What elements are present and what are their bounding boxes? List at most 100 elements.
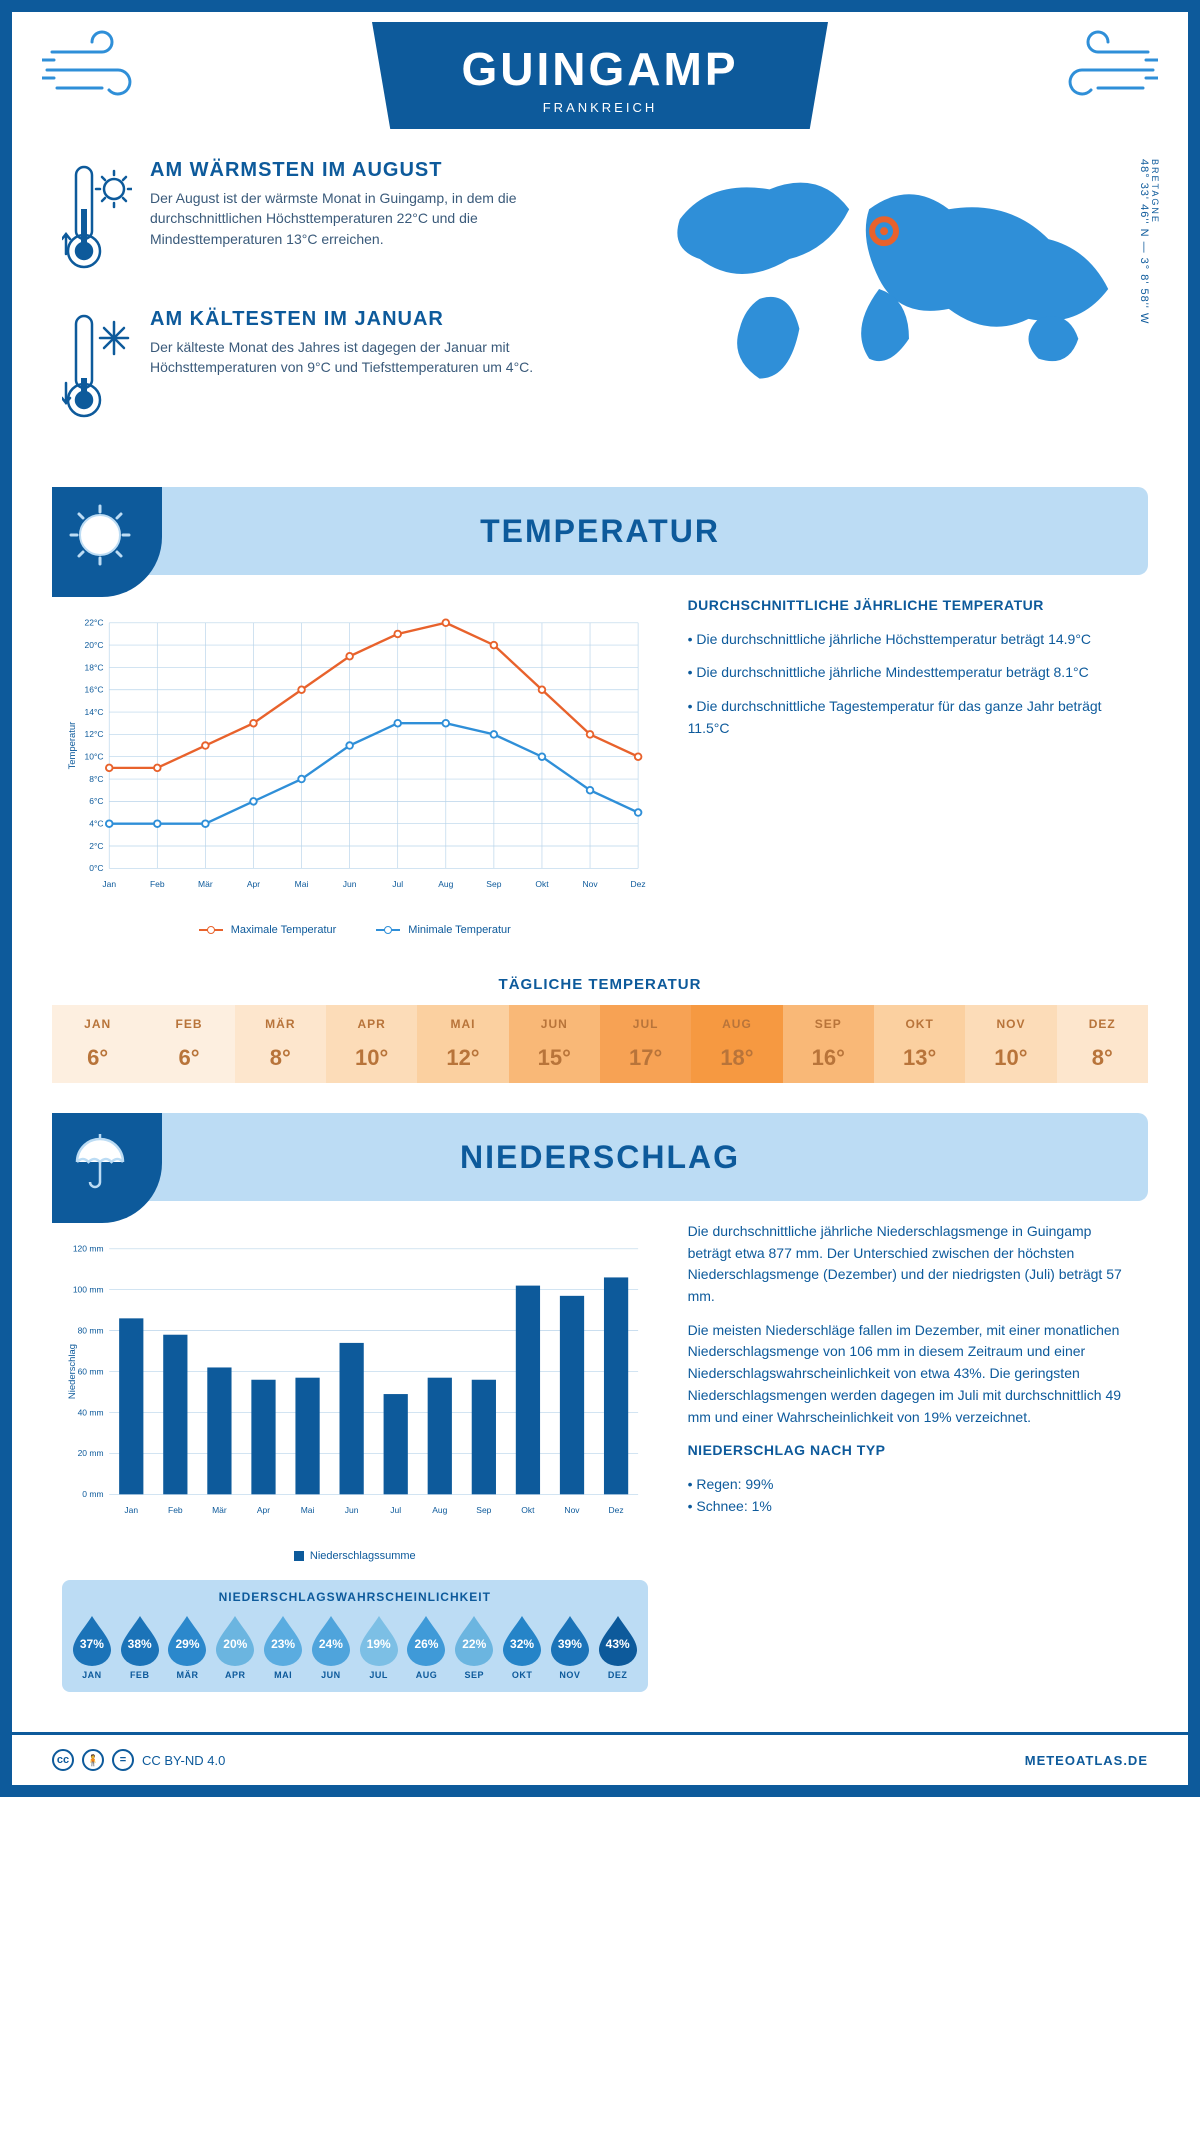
svg-text:Temperatur: Temperatur: [67, 722, 78, 770]
daily-temp-strip: JAN6°FEB6°MÄR8°APR10°MAI12°JUN15°JUL17°A…: [52, 1005, 1148, 1083]
svg-text:14°C: 14°C: [85, 707, 104, 717]
prob-drop: 22%SEP: [452, 1614, 496, 1680]
precip-chart-area: 0 mm20 mm40 mm60 mm80 mm100 mm120 mmJanF…: [62, 1221, 648, 1692]
temperature-line-chart: 0°C2°C4°C6°C8°C10°C12°C14°C16°C18°C20°C2…: [62, 595, 648, 915]
section-title-precip: NIEDERSCHLAG: [460, 1139, 740, 1176]
temp-side-title: DURCHSCHNITTLICHE JÄHRLICHE TEMPERATUR: [688, 595, 1138, 617]
header-row: GUINGAMP FRANKREICH: [12, 12, 1188, 129]
temp-cell: APR10°: [326, 1005, 417, 1083]
temp-cell: OKT13°: [874, 1005, 965, 1083]
kpi-cold-title: AM KÄLTESTEN IM JANUAR: [150, 308, 610, 331]
kpi-warmest: AM WÄRMSTEN IM AUGUST Der August ist der…: [62, 159, 610, 284]
section-header-temp: TEMPERATUR: [52, 487, 1148, 575]
svg-text:4°C: 4°C: [89, 819, 103, 829]
svg-text:Jun: Jun: [343, 879, 357, 889]
world-map: [640, 159, 1138, 389]
kpi-cold-desc: Der kälteste Monat des Jahres ist dagege…: [150, 337, 610, 378]
svg-text:20°C: 20°C: [85, 640, 104, 650]
site-label: METEOATLAS.DE: [1025, 1753, 1148, 1768]
kpi-cold-text: AM KÄLTESTEN IM JANUAR Der kälteste Mona…: [150, 308, 610, 433]
svg-text:Feb: Feb: [168, 1505, 183, 1515]
legend-max: Maximale Temperatur: [199, 924, 337, 936]
city-title: GUINGAMP: [372, 42, 828, 96]
svg-text:Jan: Jan: [124, 1505, 138, 1515]
svg-text:Aug: Aug: [432, 1505, 447, 1515]
temp-cell: SEP16°: [783, 1005, 874, 1083]
svg-text:Jul: Jul: [392, 879, 403, 889]
temp-cell: NOV10°: [965, 1005, 1056, 1083]
kpi-warm-text: AM WÄRMSTEN IM AUGUST Der August ist der…: [150, 159, 610, 284]
intro-section: AM WÄRMSTEN IM AUGUST Der August ist der…: [12, 129, 1188, 477]
nd-icon: =: [112, 1749, 134, 1771]
svg-text:Mär: Mär: [212, 1505, 227, 1515]
license-text: CC BY-ND 4.0: [142, 1753, 225, 1768]
precipitation-bar-chart: 0 mm20 mm40 mm60 mm80 mm100 mm120 mmJanF…: [62, 1221, 648, 1541]
prob-drop: 37%JAN: [70, 1614, 114, 1680]
country-subtitle: FRANKREICH: [372, 100, 828, 115]
umbrella-icon: [52, 1113, 162, 1223]
svg-text:Nov: Nov: [564, 1505, 580, 1515]
prob-drop: 29%MÄR: [166, 1614, 210, 1680]
svg-text:80 mm: 80 mm: [78, 1325, 104, 1335]
region-label: BRETAGNE: [1150, 159, 1160, 318]
prob-drop: 32%OKT: [500, 1614, 544, 1680]
precip-p2: Die meisten Niederschläge fallen im Deze…: [688, 1320, 1138, 1428]
precip-type-b1: • Regen: 99%: [688, 1474, 1138, 1496]
thermometer-cold-icon: [62, 308, 132, 433]
kpi-warm-desc: Der August ist der wärmste Monat in Guin…: [150, 188, 610, 249]
svg-text:16°C: 16°C: [85, 685, 104, 695]
prob-title: NIEDERSCHLAGSWAHRSCHEINLICHKEIT: [70, 1590, 640, 1604]
svg-text:0°C: 0°C: [89, 863, 103, 873]
page: GUINGAMP FRANKREICH AM WÄRMSTEN IM AUGUS…: [0, 0, 1200, 1797]
svg-text:Dez: Dez: [631, 879, 646, 889]
probability-box: NIEDERSCHLAGSWAHRSCHEINLICHKEIT 37%JAN38…: [62, 1580, 648, 1692]
bar-legend-label: Niederschlagssumme: [310, 1550, 416, 1562]
svg-text:Nov: Nov: [582, 879, 598, 889]
precip-side-text: Die durchschnittliche jährliche Niedersc…: [688, 1221, 1138, 1692]
svg-text:0 mm: 0 mm: [82, 1489, 103, 1499]
intro-left: AM WÄRMSTEN IM AUGUST Der August ist der…: [62, 159, 610, 457]
prob-drop: 26%AUG: [405, 1614, 449, 1680]
banner-center: GUINGAMP FRANKREICH: [172, 22, 1028, 129]
precip-type-title: NIEDERSCHLAG NACH TYP: [688, 1440, 1138, 1462]
svg-text:120 mm: 120 mm: [73, 1244, 104, 1254]
svg-text:Niederschlag: Niederschlag: [67, 1344, 78, 1399]
svg-text:Jul: Jul: [390, 1505, 401, 1515]
temp-bullet-1: • Die durchschnittliche jährliche Höchst…: [688, 629, 1138, 651]
prob-drop: 23%MAI: [261, 1614, 305, 1680]
temp-legend: Maximale Temperatur Minimale Temperatur: [62, 924, 648, 936]
coords-text: 48° 33' 46'' N — 3° 8' 58'' W: [1138, 159, 1150, 324]
precip-type-b2: • Schnee: 1%: [688, 1496, 1138, 1518]
svg-text:Sep: Sep: [486, 879, 501, 889]
prob-drop: 24%JUN: [309, 1614, 353, 1680]
footer: cc 🧍 = CC BY-ND 4.0 METEOATLAS.DE: [12, 1732, 1188, 1785]
temp-two-col: 0°C2°C4°C6°C8°C10°C12°C14°C16°C18°C20°C2…: [12, 595, 1188, 956]
kpi-coldest: AM KÄLTESTEN IM JANUAR Der kälteste Mona…: [62, 308, 610, 433]
svg-text:100 mm: 100 mm: [73, 1285, 104, 1295]
section-header-precip: NIEDERSCHLAG: [52, 1113, 1148, 1201]
temp-cell: MAI12°: [417, 1005, 508, 1083]
svg-text:12°C: 12°C: [85, 729, 104, 739]
temp-cell: DEZ8°: [1057, 1005, 1148, 1083]
svg-text:Sep: Sep: [476, 1505, 491, 1515]
temp-cell: JAN6°: [52, 1005, 143, 1083]
svg-text:20 mm: 20 mm: [78, 1448, 104, 1458]
svg-text:8°C: 8°C: [89, 774, 103, 784]
temp-cell: FEB6°: [143, 1005, 234, 1083]
prob-drop: 19%JUL: [357, 1614, 401, 1680]
svg-text:2°C: 2°C: [89, 841, 103, 851]
svg-text:Jun: Jun: [345, 1505, 359, 1515]
wind-icon-right: [1028, 22, 1158, 112]
sun-icon: [52, 487, 162, 597]
temp-side-text: DURCHSCHNITTLICHE JÄHRLICHE TEMPERATUR •…: [688, 595, 1138, 936]
legend-max-label: Maximale Temperatur: [231, 924, 337, 936]
daily-temp-title: TÄGLICHE TEMPERATUR: [12, 976, 1188, 993]
probability-drops: 37%JAN38%FEB29%MÄR20%APR23%MAI24%JUN19%J…: [70, 1614, 640, 1680]
svg-text:Aug: Aug: [438, 879, 453, 889]
svg-text:Mai: Mai: [295, 879, 309, 889]
svg-text:60 mm: 60 mm: [78, 1366, 104, 1376]
bar-legend: Niederschlagssumme: [62, 1550, 648, 1562]
temp-chart-area: 0°C2°C4°C6°C8°C10°C12°C14°C16°C18°C20°C2…: [62, 595, 648, 936]
prob-drop: 20%APR: [213, 1614, 257, 1680]
legend-min: Minimale Temperatur: [376, 924, 511, 936]
